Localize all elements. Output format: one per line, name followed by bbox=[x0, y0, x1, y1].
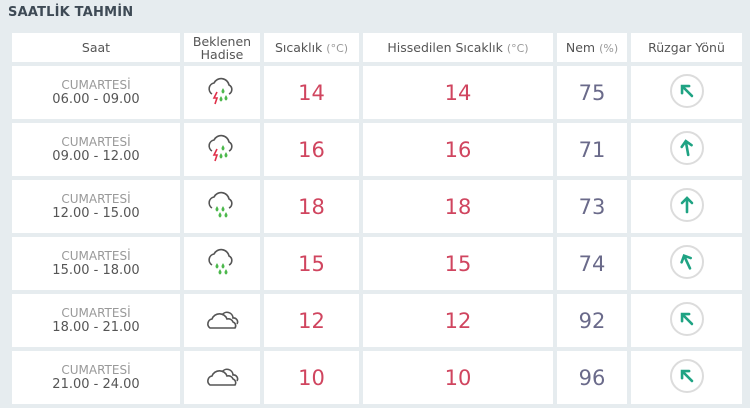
wind-direction bbox=[669, 130, 704, 165]
section-title: SAATLİK TAHMİN bbox=[8, 5, 134, 20]
cloud-icon bbox=[207, 368, 239, 386]
header-row: Saat Beklenen Hadise Sıcaklık (°C) Hisse… bbox=[12, 33, 742, 62]
day-label: CUMARTESİ bbox=[61, 78, 131, 92]
time-cell: CUMARTESİ 15.00 - 18.00 bbox=[12, 237, 180, 290]
weather-cell bbox=[184, 351, 260, 404]
wind-direction bbox=[669, 73, 704, 108]
time-range: 12.00 - 15.00 bbox=[52, 206, 140, 221]
wind-direction bbox=[669, 244, 704, 279]
wind-cell bbox=[631, 237, 742, 290]
time-range: 09.00 - 12.00 bbox=[52, 149, 140, 164]
wind-direction bbox=[669, 301, 704, 336]
weather-cell bbox=[184, 66, 260, 119]
time-cell: CUMARTESİ 06.00 - 09.00 bbox=[12, 66, 180, 119]
header-hadise: Beklenen Hadise bbox=[184, 33, 260, 62]
table-row: CUMARTESİ 12.00 - 15.00 18 18 73 bbox=[12, 180, 742, 233]
table-row: CUMARTESİ 09.00 - 12.00 16 16 71 bbox=[12, 123, 742, 176]
arrow-icon bbox=[680, 84, 693, 97]
table-row: CUMARTESİ 15.00 - 18.00 15 15 74 bbox=[12, 237, 742, 290]
temperature: 18 bbox=[264, 180, 359, 233]
day-label: CUMARTESİ bbox=[61, 135, 131, 149]
feels-like: 10 bbox=[363, 351, 553, 404]
time-cell: CUMARTESİ 12.00 - 15.00 bbox=[12, 180, 180, 233]
arrow-icon bbox=[680, 195, 693, 213]
time-cell: CUMARTESİ 21.00 - 24.00 bbox=[12, 351, 180, 404]
wind-direction bbox=[669, 187, 704, 222]
feels-like: 12 bbox=[363, 294, 553, 347]
feels-like: 16 bbox=[363, 123, 553, 176]
temperature: 15 bbox=[264, 237, 359, 290]
day-label: CUMARTESİ bbox=[61, 249, 131, 263]
day-label: CUMARTESİ bbox=[61, 363, 131, 377]
arrow-icon bbox=[679, 138, 693, 156]
wind-cell bbox=[631, 123, 742, 176]
humidity: 74 bbox=[557, 237, 627, 290]
weather-cell bbox=[184, 123, 260, 176]
time-cell: CUMARTESİ 18.00 - 21.00 bbox=[12, 294, 180, 347]
table-row: CUMARTESİ 21.00 - 24.00 10 10 96 bbox=[12, 351, 742, 404]
header-sicaklik: Sıcaklık (°C) bbox=[264, 33, 359, 62]
humidity: 96 bbox=[557, 351, 627, 404]
wind-cell bbox=[631, 294, 742, 347]
day-label: CUMARTESİ bbox=[61, 192, 131, 206]
header-nem: Nem (%) bbox=[557, 33, 627, 62]
temperature: 16 bbox=[264, 123, 359, 176]
hourly-forecast-table: Saat Beklenen Hadise Sıcaklık (°C) Hisse… bbox=[8, 29, 746, 408]
temperature: 10 bbox=[264, 351, 359, 404]
time-range: 06.00 - 09.00 bbox=[52, 92, 140, 107]
humidity: 73 bbox=[557, 180, 627, 233]
cloud-icon bbox=[207, 311, 239, 329]
feels-like: 14 bbox=[363, 66, 553, 119]
time-range: 21.00 - 24.00 bbox=[52, 377, 140, 392]
header-ruzgar: Rüzgar Yönü bbox=[631, 33, 742, 62]
wind-cell bbox=[631, 180, 742, 233]
humidity: 75 bbox=[557, 66, 627, 119]
wind-direction bbox=[669, 358, 704, 393]
time-range: 15.00 - 18.00 bbox=[52, 263, 140, 278]
time-cell: CUMARTESİ 09.00 - 12.00 bbox=[12, 123, 180, 176]
wind-cell bbox=[631, 351, 742, 404]
rain-icon bbox=[208, 248, 233, 275]
temperature: 12 bbox=[264, 294, 359, 347]
table-row: CUMARTESİ 06.00 - 09.00 14 14 75 bbox=[12, 66, 742, 119]
header-saat: Saat bbox=[12, 33, 180, 62]
table-row: CUMARTESİ 18.00 - 21.00 12 12 92 bbox=[12, 294, 742, 347]
weather-cell bbox=[184, 294, 260, 347]
arrow-icon bbox=[679, 253, 692, 270]
weather-cell bbox=[184, 180, 260, 233]
day-label: CUMARTESİ bbox=[61, 306, 131, 320]
feels-like: 15 bbox=[363, 237, 553, 290]
header-hissedilen: Hissedilen Sıcaklık (°C) bbox=[363, 33, 553, 62]
thunder-rain-icon bbox=[208, 77, 233, 104]
time-range: 18.00 - 21.00 bbox=[52, 320, 140, 335]
feels-like: 18 bbox=[363, 180, 553, 233]
arrow-icon bbox=[680, 369, 693, 382]
weather-cell bbox=[184, 237, 260, 290]
arrow-icon bbox=[680, 312, 693, 325]
temperature: 14 bbox=[264, 66, 359, 119]
humidity: 92 bbox=[557, 294, 627, 347]
wind-cell bbox=[631, 66, 742, 119]
thunder-rain-icon bbox=[208, 134, 233, 161]
rain-icon bbox=[208, 191, 233, 218]
humidity: 71 bbox=[557, 123, 627, 176]
